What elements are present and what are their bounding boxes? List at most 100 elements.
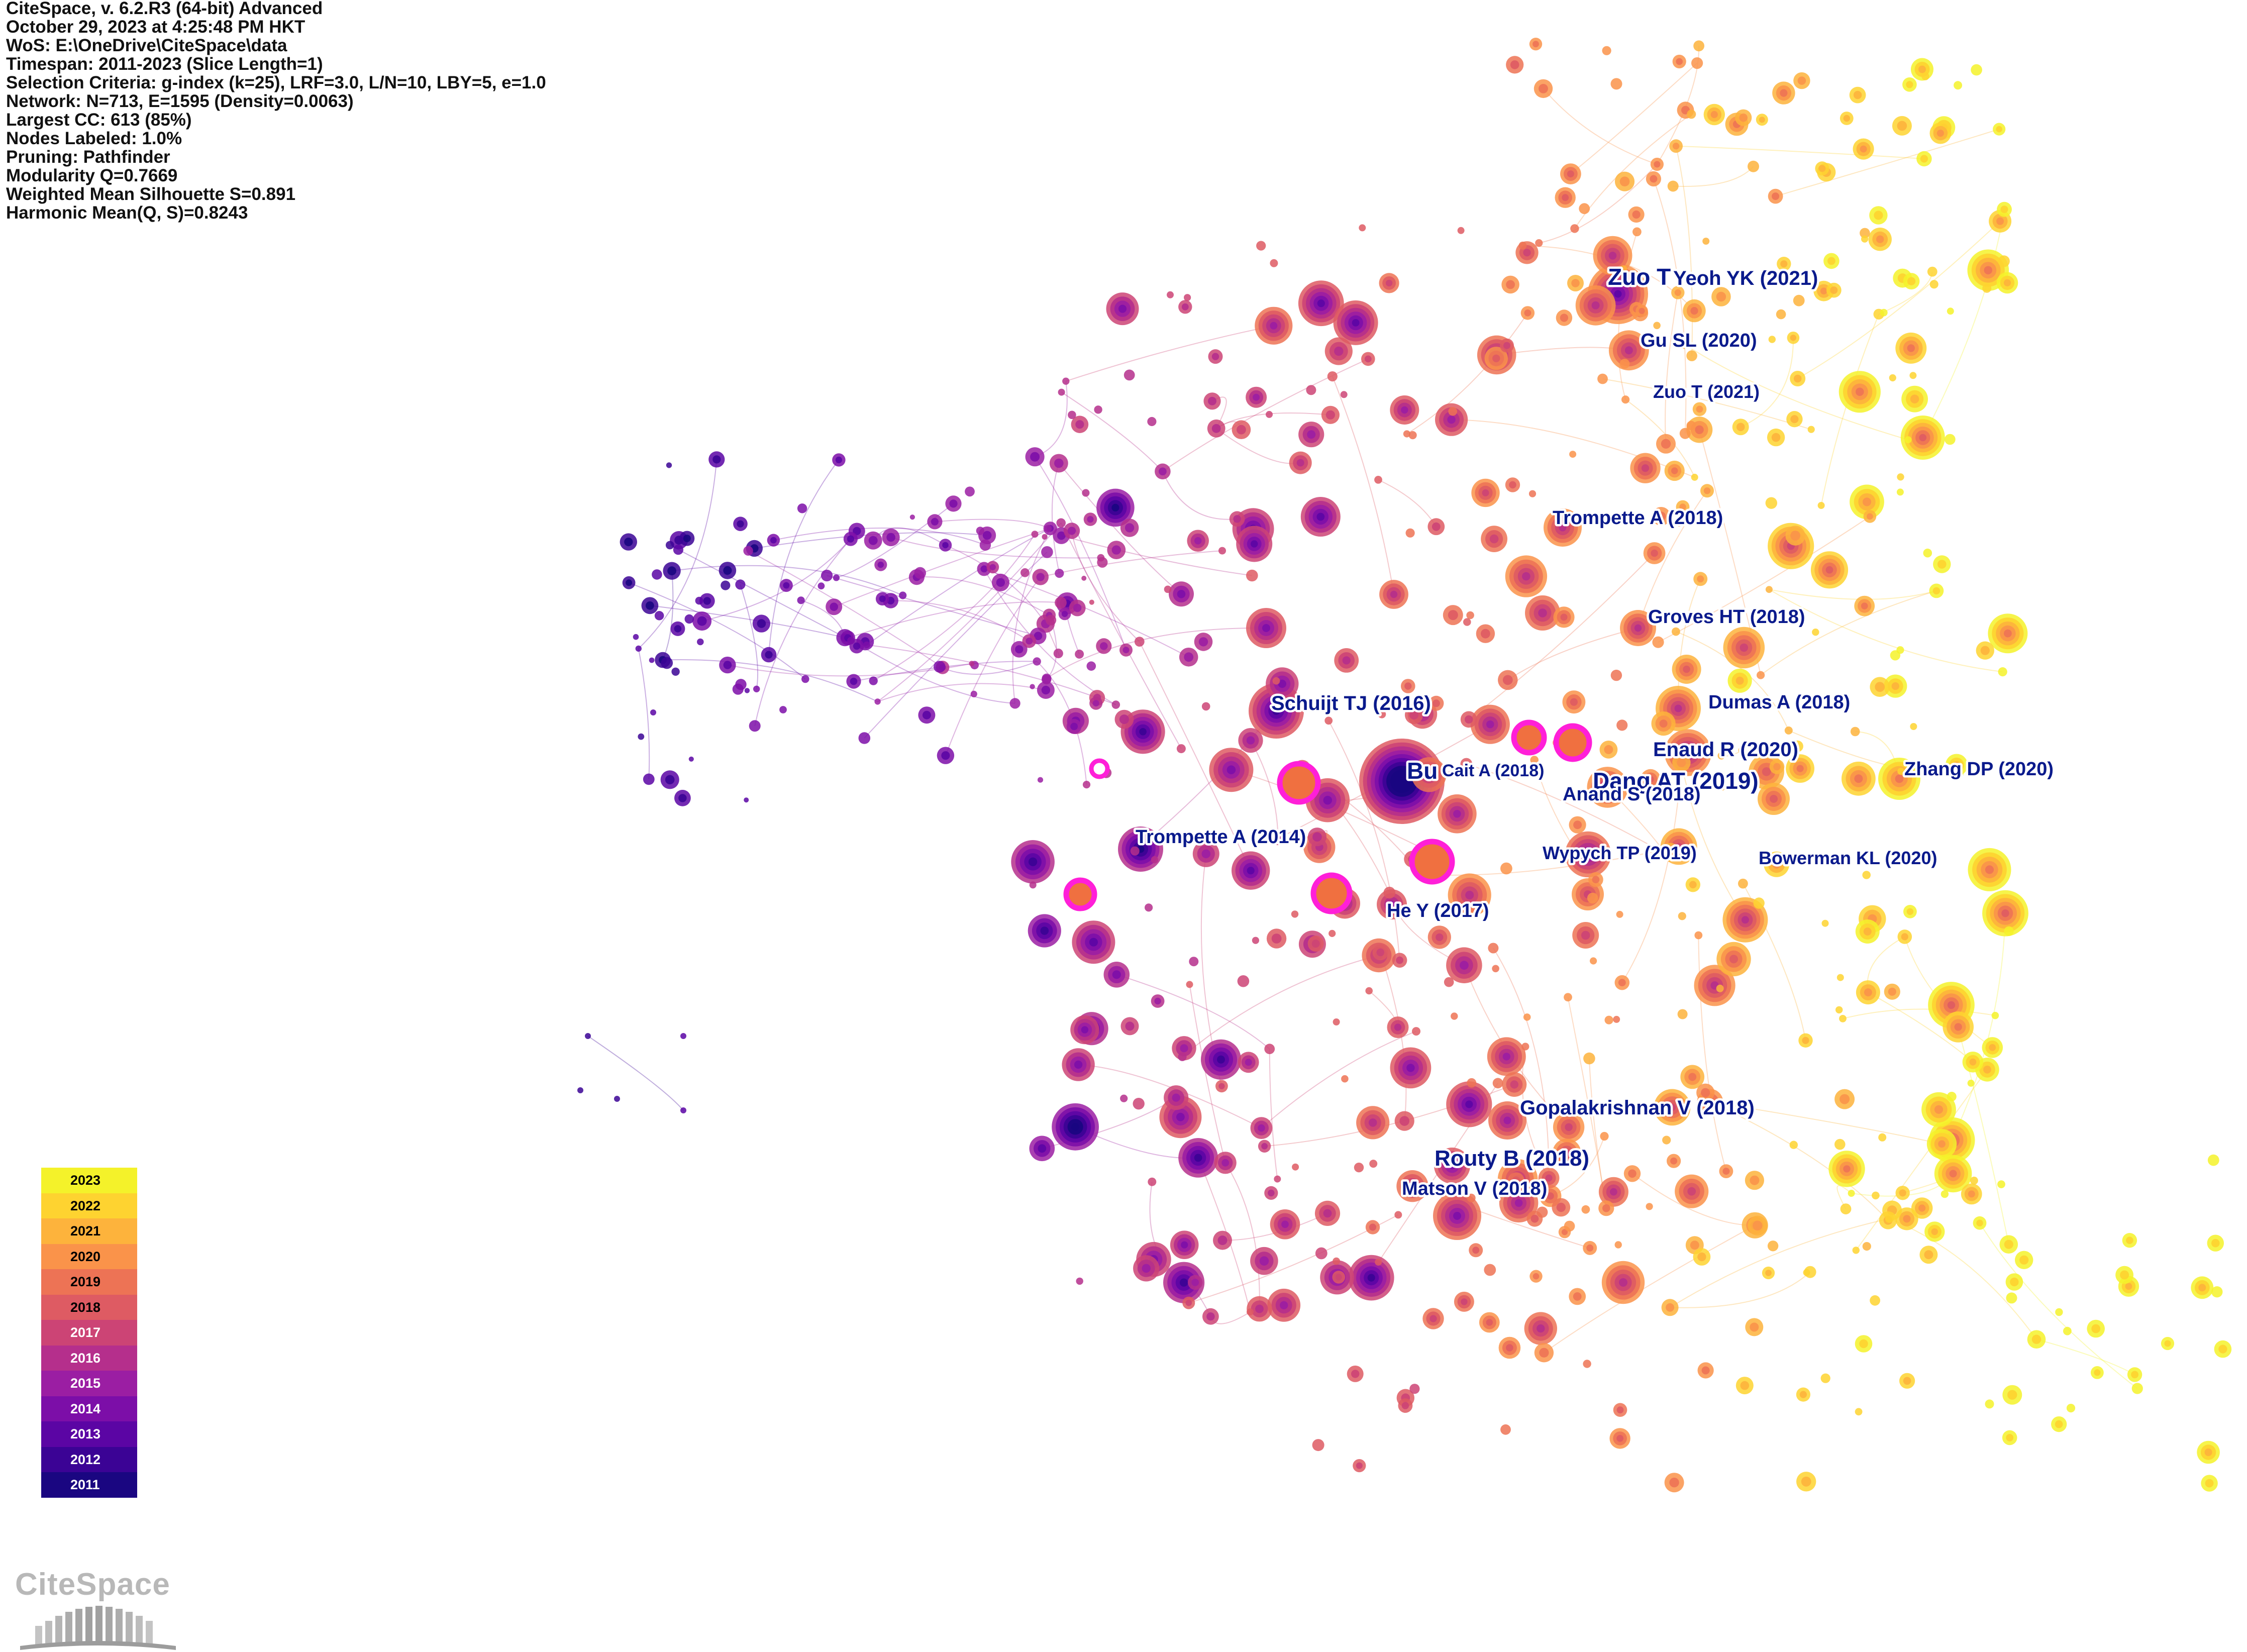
reference-node[interactable] <box>1650 157 1664 171</box>
reference-node[interactable] <box>1768 336 1776 343</box>
reference-node[interactable] <box>1020 568 1030 577</box>
reference-node[interactable] <box>1053 648 1063 659</box>
reference-node[interactable] <box>1671 286 1685 299</box>
reference-node[interactable] <box>1433 1192 1481 1240</box>
reference-node[interactable] <box>1565 831 1611 878</box>
reference-node[interactable] <box>1359 224 1366 232</box>
reference-node[interactable] <box>1408 431 1417 440</box>
reference-node[interactable] <box>1431 765 1440 774</box>
reference-node[interactable] <box>1791 740 1803 752</box>
reference-node[interactable] <box>1855 1335 1873 1353</box>
reference-node[interactable] <box>1333 300 1378 345</box>
reference-node[interactable] <box>1506 56 1524 74</box>
reference-node[interactable] <box>719 562 737 579</box>
reference-node[interactable] <box>821 569 833 582</box>
reference-node[interactable] <box>1646 1203 1653 1210</box>
reference-node[interactable] <box>1616 719 1628 731</box>
reference-node[interactable] <box>2066 1404 2076 1413</box>
reference-node[interactable] <box>1070 1015 1099 1045</box>
reference-node[interactable] <box>1507 1172 1524 1189</box>
reference-node[interactable] <box>673 545 683 555</box>
reference-node[interactable] <box>2201 1475 2218 1492</box>
reference-node[interactable] <box>1178 1138 1218 1178</box>
reference-node[interactable] <box>1789 1141 1798 1149</box>
reference-node[interactable] <box>1919 1246 1938 1264</box>
reference-node[interactable] <box>1155 463 1171 480</box>
reference-node[interactable] <box>1438 794 1477 834</box>
reference-node[interactable] <box>1667 180 1679 192</box>
reference-node[interactable] <box>1182 1296 1195 1309</box>
reference-node[interactable] <box>843 532 858 546</box>
reference-node[interactable] <box>1967 1079 1975 1087</box>
reference-node[interactable] <box>1208 349 1223 364</box>
reference-node[interactable] <box>1836 974 1844 981</box>
reference-node[interactable] <box>1652 636 1664 648</box>
reference-node[interactable] <box>1683 299 1706 323</box>
reference-node[interactable] <box>1151 994 1165 1008</box>
reference-node[interactable] <box>753 685 760 693</box>
reference-node[interactable] <box>1218 547 1226 555</box>
reference-node[interactable] <box>1700 484 1714 498</box>
reference-node[interactable] <box>1375 1259 1382 1266</box>
reference-node[interactable] <box>1479 1312 1500 1333</box>
reference-node[interactable] <box>1927 266 1937 277</box>
reference-node[interactable] <box>1889 374 1896 382</box>
reference-node[interactable] <box>1202 1308 1219 1325</box>
reference-node[interactable] <box>1583 1052 1595 1065</box>
reference-node[interactable] <box>1176 744 1186 754</box>
reference-node[interactable] <box>1505 477 1520 492</box>
reference-node[interactable] <box>1076 1277 1083 1285</box>
reference-node[interactable] <box>1604 1015 1613 1024</box>
reference-node[interactable] <box>1758 783 1790 815</box>
reference-node[interactable] <box>1246 608 1286 648</box>
burst-node[interactable] <box>1277 761 1321 805</box>
reference-node[interactable] <box>937 747 955 764</box>
reference-node[interactable] <box>1544 508 1582 547</box>
reference-node[interactable] <box>1083 512 1097 526</box>
reference-node[interactable] <box>1768 188 1783 204</box>
reference-node[interactable] <box>1505 555 1548 597</box>
reference-node[interactable] <box>1675 520 1683 527</box>
reference-node[interactable] <box>1246 569 1258 582</box>
reference-node[interactable] <box>1621 395 1630 404</box>
reference-node[interactable] <box>2087 1319 2105 1338</box>
reference-node[interactable] <box>1556 309 1573 326</box>
reference-node[interactable] <box>670 621 685 636</box>
reference-node[interactable] <box>1467 1078 1477 1088</box>
reference-node[interactable] <box>1347 1365 1364 1382</box>
reference-node[interactable] <box>1106 292 1139 326</box>
reference-node[interactable] <box>874 558 887 571</box>
reference-node[interactable] <box>1926 1129 1957 1159</box>
reference-node[interactable] <box>1587 767 1628 808</box>
reference-node[interactable] <box>1850 484 1884 520</box>
reference-node[interactable] <box>1058 388 1065 396</box>
reference-node[interactable] <box>1852 1247 1860 1254</box>
reference-node[interactable] <box>1103 962 1130 988</box>
reference-node[interactable] <box>1632 227 1642 237</box>
reference-node[interactable] <box>1170 1230 1199 1259</box>
reference-node[interactable] <box>1488 1101 1526 1140</box>
reference-node[interactable] <box>1853 138 1874 160</box>
reference-node[interactable] <box>1487 1037 1526 1076</box>
reference-node[interactable] <box>1765 586 1773 593</box>
reference-node[interactable] <box>1133 1255 1160 1282</box>
reference-node[interactable] <box>1777 257 1791 271</box>
reference-node[interactable] <box>1575 285 1616 326</box>
reference-node[interactable] <box>1855 1408 1863 1416</box>
reference-node[interactable] <box>1691 473 1698 481</box>
reference-node[interactable] <box>1826 282 1842 298</box>
reference-node[interactable] <box>1164 1085 1189 1110</box>
reference-node[interactable] <box>1997 201 2012 217</box>
reference-node[interactable] <box>1878 758 1920 800</box>
reference-node[interactable] <box>1719 1164 1733 1179</box>
reference-node[interactable] <box>1764 851 1790 877</box>
reference-node[interactable] <box>1271 832 1285 845</box>
reference-node[interactable] <box>1661 850 1669 857</box>
reference-node[interactable] <box>1587 892 1598 904</box>
reference-node[interactable] <box>633 634 639 640</box>
reference-node[interactable] <box>719 656 736 674</box>
reference-node[interactable] <box>2051 1416 2067 1432</box>
reference-node[interactable] <box>1738 746 1747 755</box>
reference-node[interactable] <box>1910 723 1917 730</box>
reference-node[interactable] <box>1314 1200 1341 1226</box>
